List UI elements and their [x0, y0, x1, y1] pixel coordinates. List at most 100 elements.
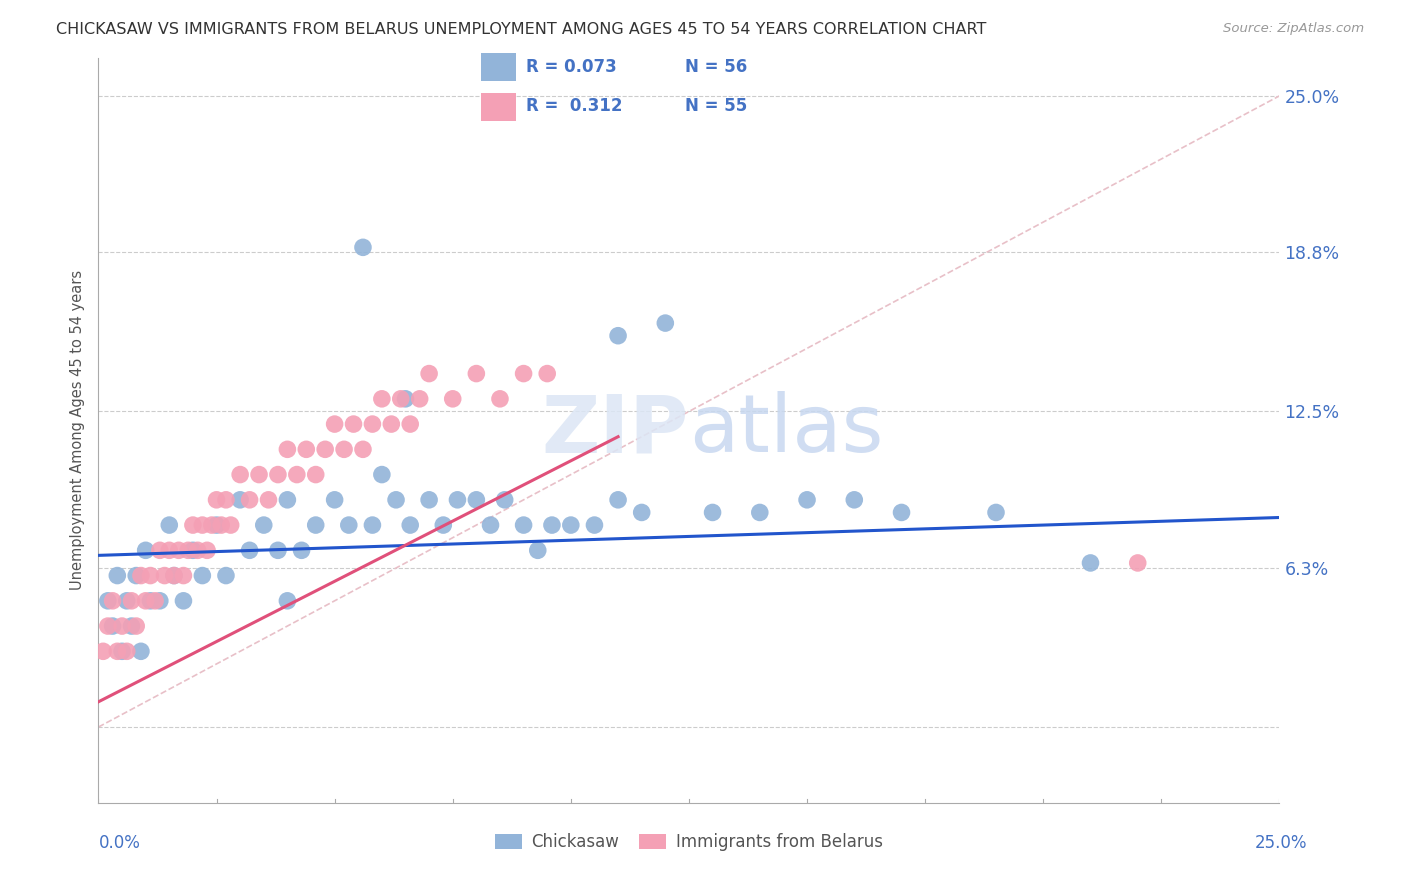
Point — [432, 518, 454, 533]
Point — [337, 518, 360, 533]
Point — [285, 467, 308, 482]
Point — [654, 316, 676, 330]
Point — [129, 568, 152, 582]
Point — [157, 518, 180, 533]
Point — [191, 568, 214, 582]
Point — [890, 505, 912, 519]
Point — [125, 568, 148, 582]
Point — [172, 594, 194, 608]
Point — [526, 543, 548, 558]
Point — [139, 594, 162, 608]
Point — [187, 543, 209, 558]
Point — [583, 518, 606, 533]
Point — [314, 442, 336, 457]
Point — [607, 328, 630, 343]
Point — [177, 543, 200, 558]
Point — [239, 492, 262, 507]
Point — [385, 492, 408, 507]
Point — [191, 518, 214, 533]
Point — [702, 505, 724, 519]
Point — [796, 492, 818, 507]
Point — [181, 543, 204, 558]
Point — [295, 442, 318, 457]
Point — [276, 594, 298, 608]
Point — [247, 467, 270, 482]
Point — [984, 505, 1007, 519]
Point — [125, 619, 148, 633]
Point — [333, 442, 356, 457]
Point — [97, 619, 120, 633]
Text: N = 56: N = 56 — [685, 58, 747, 76]
Point — [380, 417, 402, 431]
Point — [239, 543, 262, 558]
Point — [149, 543, 172, 558]
Point — [172, 568, 194, 582]
Point — [101, 619, 124, 633]
Point — [205, 492, 228, 507]
Point — [105, 644, 128, 658]
Point — [205, 518, 228, 533]
Point — [91, 644, 114, 658]
Point — [494, 492, 516, 507]
Point — [111, 619, 134, 633]
Point — [181, 518, 204, 533]
Bar — [481, 54, 516, 81]
Point — [253, 518, 276, 533]
Point — [163, 568, 186, 582]
Point — [748, 505, 770, 519]
Text: R =  0.312: R = 0.312 — [526, 97, 623, 115]
Point — [389, 392, 412, 406]
Point — [201, 518, 224, 533]
Point — [342, 417, 364, 431]
Point — [361, 417, 384, 431]
Text: atlas: atlas — [689, 392, 883, 469]
Point — [219, 518, 242, 533]
Point — [394, 392, 416, 406]
Point — [607, 492, 630, 507]
Point — [267, 543, 290, 558]
Point — [276, 492, 298, 507]
Point — [541, 518, 564, 533]
Bar — [481, 93, 516, 120]
Point — [229, 492, 252, 507]
Point — [408, 392, 430, 406]
Point — [111, 644, 134, 658]
Point — [257, 492, 280, 507]
Point — [399, 417, 422, 431]
Point — [465, 492, 488, 507]
Point — [418, 367, 440, 381]
Text: 25.0%: 25.0% — [1256, 834, 1308, 852]
Text: N = 55: N = 55 — [685, 97, 747, 115]
Point — [399, 518, 422, 533]
Point — [129, 644, 152, 658]
Point — [143, 594, 166, 608]
Point — [512, 518, 534, 533]
Point — [352, 442, 374, 457]
Point — [163, 568, 186, 582]
Point — [446, 492, 468, 507]
Point — [352, 240, 374, 254]
Point — [149, 594, 172, 608]
Point — [371, 392, 394, 406]
Point — [139, 568, 162, 582]
Point — [489, 392, 512, 406]
Point — [323, 492, 346, 507]
Point — [209, 518, 232, 533]
Point — [361, 518, 384, 533]
Point — [479, 518, 502, 533]
Point — [115, 594, 138, 608]
Point — [121, 619, 143, 633]
Point — [135, 594, 157, 608]
Text: 0.0%: 0.0% — [98, 834, 141, 852]
Point — [418, 492, 440, 507]
Point — [305, 467, 328, 482]
Point — [157, 543, 180, 558]
Point — [167, 543, 190, 558]
Y-axis label: Unemployment Among Ages 45 to 54 years: Unemployment Among Ages 45 to 54 years — [69, 270, 84, 591]
Point — [105, 568, 128, 582]
Legend: Chickasaw, Immigrants from Belarus: Chickasaw, Immigrants from Belarus — [488, 827, 890, 858]
Point — [97, 594, 120, 608]
Point — [441, 392, 464, 406]
Point — [267, 467, 290, 482]
Point — [305, 518, 328, 533]
